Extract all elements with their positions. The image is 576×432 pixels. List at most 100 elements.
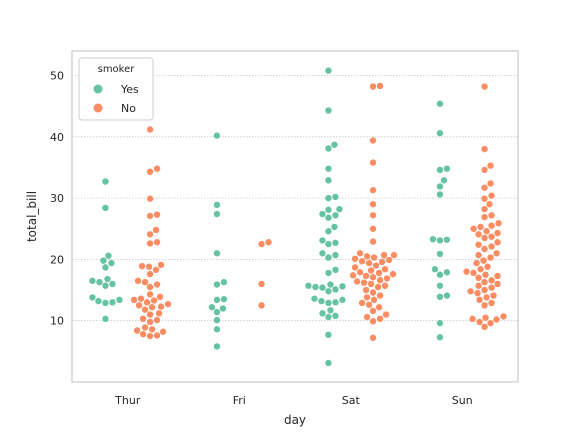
data-point-yes — [339, 296, 346, 304]
data-point-no — [487, 162, 494, 169]
data-point-no — [159, 328, 167, 335]
data-point-yes — [213, 316, 221, 324]
data-point-no — [482, 271, 489, 278]
data-point-yes — [325, 240, 332, 248]
data-point-no — [150, 297, 158, 304]
data-point-no — [369, 307, 377, 315]
data-point-yes — [219, 305, 227, 312]
data-point-yes — [325, 331, 332, 338]
data-point-no — [481, 323, 488, 331]
data-point-no — [484, 263, 491, 270]
data-point-yes — [332, 212, 339, 219]
data-point-yes — [436, 129, 444, 137]
data-point-yes — [325, 214, 332, 221]
data-point-no — [481, 286, 488, 294]
data-point-no — [477, 223, 484, 231]
data-point-no — [351, 264, 359, 271]
data-point-yes — [102, 264, 109, 271]
data-point-no — [381, 282, 389, 289]
data-point-yes — [319, 210, 326, 218]
data-point-yes — [96, 278, 103, 286]
data-point-no — [488, 284, 495, 291]
data-point-no — [488, 212, 495, 219]
legend-title: smoker — [98, 64, 136, 75]
data-point-no — [157, 261, 165, 269]
data-point-yes — [325, 288, 332, 295]
data-point-no — [477, 266, 484, 273]
data-point-no — [146, 168, 154, 175]
data-point-no — [481, 145, 488, 153]
data-point-yes — [325, 67, 332, 74]
data-point-no — [389, 270, 397, 278]
x-tick-label: Sun — [452, 394, 473, 407]
data-point-yes — [436, 293, 444, 300]
x-tick-label: Thur — [114, 394, 141, 407]
data-point-no — [362, 272, 370, 280]
data-point-yes — [213, 132, 221, 139]
data-point-no — [153, 281, 161, 288]
data-point-yes — [332, 312, 339, 319]
data-point-yes — [332, 239, 339, 247]
data-point-no — [369, 225, 377, 232]
data-point-yes — [332, 193, 339, 201]
data-point-no — [143, 299, 151, 306]
data-point-no — [481, 83, 488, 90]
data-point-no — [367, 267, 375, 274]
data-point-no — [265, 239, 272, 246]
data-point-yes — [331, 223, 338, 231]
data-point-no — [493, 316, 500, 323]
data-point-no — [480, 257, 487, 264]
data-point-no — [488, 222, 495, 229]
data-point-no — [487, 180, 494, 187]
data-point-yes — [102, 282, 109, 289]
data-point-no — [376, 82, 384, 90]
data-point-yes — [325, 254, 332, 261]
data-point-no — [157, 303, 165, 310]
data-point-no — [481, 184, 488, 191]
data-point-yes — [436, 191, 444, 198]
data-point-no — [481, 234, 488, 242]
data-point-no — [382, 311, 390, 318]
data-point-no — [481, 205, 488, 213]
data-point-yes — [311, 295, 318, 302]
data-point-yes — [213, 308, 221, 316]
data-point-yes — [102, 299, 109, 307]
data-point-no — [375, 304, 383, 311]
data-point-no — [134, 277, 142, 285]
data-point-no — [148, 304, 156, 311]
data-point-no — [476, 296, 483, 304]
data-point-no — [164, 300, 172, 308]
data-point-yes — [213, 250, 221, 257]
data-point-yes — [208, 304, 216, 311]
data-point-no — [146, 283, 154, 291]
data-point-yes — [443, 165, 451, 172]
data-point-no — [488, 299, 495, 307]
data-point-no — [488, 233, 495, 240]
data-point-no — [258, 302, 265, 309]
data-point-yes — [325, 299, 332, 307]
data-point-no — [370, 254, 378, 261]
data-point-yes — [336, 205, 343, 213]
data-point-yes — [213, 296, 221, 304]
y-tick-labels: 10 20 30 40 50 — [50, 70, 64, 328]
data-point-yes — [213, 281, 221, 288]
data-point-yes — [213, 326, 221, 333]
data-point-no — [488, 277, 495, 284]
data-point-no — [146, 126, 154, 133]
y-tick-label: 50 — [50, 70, 64, 83]
data-point-yes — [89, 294, 96, 301]
data-point-no — [481, 302, 488, 309]
data-point-yes — [436, 271, 444, 278]
data-point-no — [353, 278, 361, 285]
data-point-yes — [102, 178, 109, 185]
data-point-no — [146, 311, 154, 318]
data-point-no — [146, 332, 154, 340]
data-point-no — [475, 274, 482, 281]
data-point-no — [155, 310, 163, 317]
data-point-no — [481, 213, 488, 221]
data-point-no — [146, 240, 154, 247]
data-point-no — [365, 301, 373, 308]
data-point-no — [390, 251, 398, 259]
data-point-no — [470, 269, 477, 277]
